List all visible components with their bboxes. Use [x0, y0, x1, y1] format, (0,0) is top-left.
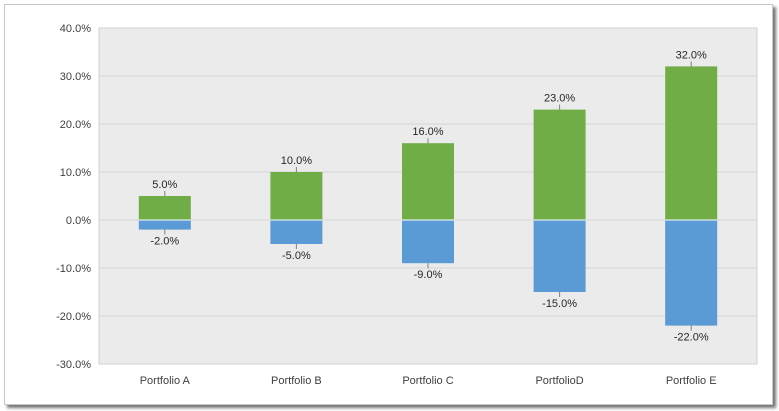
bar-positive	[665, 66, 717, 220]
y-axis-ticks: 40.0% 30.0% 20.0% 10.0% 0.0% -10.0% -20.0% -30.…	[56, 23, 91, 371]
x-tick-label: Portfolio E	[666, 375, 717, 387]
bar-negative	[665, 220, 717, 326]
y-tick-label: -20.0%	[56, 311, 91, 323]
x-tick-label: Portfolio A	[140, 375, 191, 387]
data-label-negative: -2.0%	[150, 236, 179, 248]
data-label-positive: 5.0%	[152, 179, 177, 191]
bar-negative	[534, 220, 586, 292]
data-label-positive: 23.0%	[544, 93, 575, 105]
data-label-positive: 10.0%	[281, 155, 312, 167]
bar-negative	[139, 220, 191, 230]
data-label-negative: -5.0%	[282, 250, 311, 262]
bar-positive	[402, 143, 454, 220]
bar-positive	[534, 110, 586, 220]
bar-negative	[402, 220, 454, 263]
x-tick-label: PortfolioD	[535, 375, 583, 387]
bar-positive	[270, 172, 322, 220]
x-tick-label: Portfolio B	[271, 375, 322, 387]
bar-negative	[270, 220, 322, 244]
data-label-positive: 32.0%	[676, 49, 707, 61]
y-tick-label: -10.0%	[56, 263, 91, 275]
y-tick-label: 10.0%	[60, 167, 91, 179]
y-tick-label: 0.0%	[66, 215, 91, 227]
data-label-positive: 16.0%	[412, 126, 443, 138]
y-tick-label: 30.0%	[60, 71, 91, 83]
x-tick-label: Portfolio C	[402, 375, 453, 387]
data-label-negative: -15.0%	[542, 298, 577, 310]
y-tick-label: 20.0%	[60, 119, 91, 131]
data-label-negative: -9.0%	[414, 269, 443, 281]
x-axis-ticks: Portfolio A Portfolio B Portfolio C Portfol…	[140, 375, 717, 387]
y-tick-label: 40.0%	[60, 23, 91, 35]
y-tick-label: -30.0%	[56, 359, 91, 371]
bar-positive	[139, 196, 191, 220]
data-label-negative: -22.0%	[674, 332, 709, 344]
